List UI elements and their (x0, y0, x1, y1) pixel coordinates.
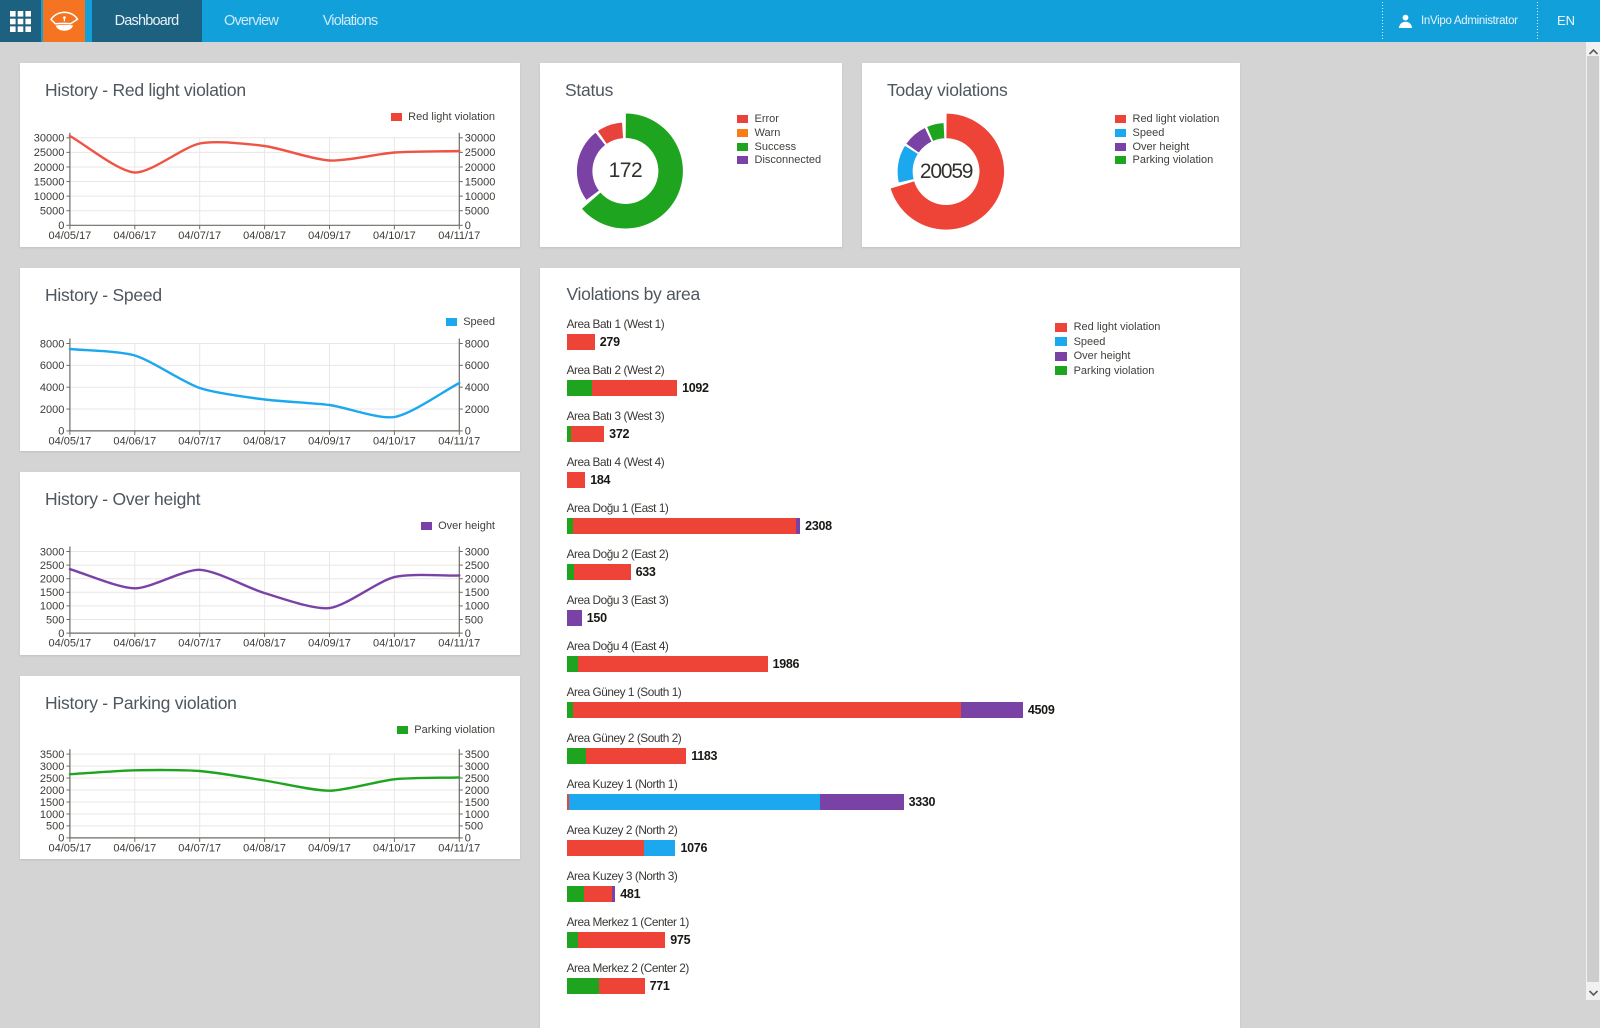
svg-text:2500: 2500 (465, 559, 489, 571)
svg-text:04/08/17: 04/08/17 (243, 842, 286, 854)
svg-text:3000: 3000 (465, 760, 489, 772)
svg-text:10000: 10000 (34, 191, 65, 203)
svg-text:4000: 4000 (40, 382, 64, 394)
svg-text:500: 500 (465, 614, 483, 626)
svg-text:0: 0 (58, 627, 64, 639)
svg-text:25000: 25000 (34, 147, 65, 159)
svg-text:3000: 3000 (465, 546, 489, 558)
svg-text:04/07/17: 04/07/17 (178, 842, 221, 854)
svg-text:04/06/17: 04/06/17 (113, 842, 156, 854)
svg-text:1000: 1000 (40, 808, 64, 820)
svg-text:1500: 1500 (465, 796, 489, 808)
svg-text:2000: 2000 (40, 403, 64, 415)
svg-text:04/05/17: 04/05/17 (48, 842, 91, 854)
svg-text:6000: 6000 (40, 360, 64, 372)
svg-text:04/06/17: 04/06/17 (113, 637, 156, 649)
svg-text:3000: 3000 (40, 546, 64, 558)
svg-text:2000: 2000 (465, 403, 489, 415)
svg-text:04/06/17: 04/06/17 (113, 230, 156, 242)
svg-text:6000: 6000 (465, 360, 489, 372)
svg-text:3500: 3500 (40, 748, 64, 760)
svg-text:2000: 2000 (40, 573, 64, 585)
svg-text:04/09/17: 04/09/17 (308, 230, 351, 242)
svg-text:04/10/17: 04/10/17 (373, 637, 416, 649)
svg-text:8000: 8000 (465, 338, 489, 350)
svg-text:04/08/17: 04/08/17 (243, 637, 286, 649)
svg-text:04/11/17: 04/11/17 (438, 230, 480, 242)
svg-text:1000: 1000 (465, 808, 489, 820)
svg-text:5000: 5000 (40, 206, 64, 218)
svg-text:04/07/17: 04/07/17 (178, 637, 221, 649)
svg-text:8000: 8000 (40, 338, 64, 350)
svg-text:2000: 2000 (40, 784, 64, 796)
svg-text:0: 0 (465, 627, 471, 639)
svg-text:3500: 3500 (465, 748, 489, 760)
svg-text:1000: 1000 (40, 600, 64, 612)
svg-text:500: 500 (46, 820, 64, 832)
svg-text:04/10/17: 04/10/17 (373, 230, 416, 242)
svg-text:1500: 1500 (40, 587, 64, 599)
svg-text:04/11/17: 04/11/17 (438, 637, 480, 649)
svg-text:10000: 10000 (465, 191, 496, 203)
svg-text:04/11/17: 04/11/17 (438, 842, 480, 854)
svg-text:500: 500 (465, 820, 483, 832)
svg-text:2500: 2500 (465, 772, 489, 784)
svg-text:0: 0 (465, 220, 471, 232)
svg-text:04/08/17: 04/08/17 (243, 435, 286, 447)
svg-text:0: 0 (58, 220, 64, 232)
svg-text:20000: 20000 (465, 162, 496, 174)
svg-text:30000: 30000 (465, 133, 496, 145)
svg-text:3000: 3000 (40, 760, 64, 772)
svg-text:1000: 1000 (465, 600, 489, 612)
svg-text:15000: 15000 (465, 176, 496, 188)
svg-text:04/10/17: 04/10/17 (373, 435, 416, 447)
svg-text:0: 0 (58, 832, 64, 844)
svg-text:04/11/17: 04/11/17 (438, 435, 480, 447)
svg-text:1500: 1500 (40, 796, 64, 808)
svg-text:04/05/17: 04/05/17 (48, 230, 91, 242)
svg-text:04/05/17: 04/05/17 (48, 435, 91, 447)
svg-text:04/09/17: 04/09/17 (308, 637, 351, 649)
svg-text:5000: 5000 (465, 206, 489, 218)
svg-text:04/05/17: 04/05/17 (48, 637, 91, 649)
svg-text:4000: 4000 (465, 382, 489, 394)
svg-text:0: 0 (58, 425, 64, 437)
svg-text:30000: 30000 (34, 133, 65, 145)
svg-text:04/08/17: 04/08/17 (243, 230, 286, 242)
svg-text:04/10/17: 04/10/17 (373, 842, 416, 854)
svg-text:04/07/17: 04/07/17 (178, 230, 221, 242)
svg-text:04/07/17: 04/07/17 (178, 435, 221, 447)
svg-text:2500: 2500 (40, 559, 64, 571)
svg-text:04/06/17: 04/06/17 (113, 435, 156, 447)
svg-text:2000: 2000 (465, 573, 489, 585)
svg-text:25000: 25000 (465, 147, 496, 159)
svg-text:04/09/17: 04/09/17 (308, 435, 351, 447)
svg-text:2000: 2000 (465, 784, 489, 796)
svg-text:20000: 20000 (34, 162, 65, 174)
svg-text:1500: 1500 (465, 587, 489, 599)
svg-text:0: 0 (465, 425, 471, 437)
svg-text:2500: 2500 (40, 772, 64, 784)
svg-text:500: 500 (46, 614, 64, 626)
svg-text:15000: 15000 (34, 176, 65, 188)
svg-text:0: 0 (465, 832, 471, 844)
svg-text:04/09/17: 04/09/17 (308, 842, 351, 854)
